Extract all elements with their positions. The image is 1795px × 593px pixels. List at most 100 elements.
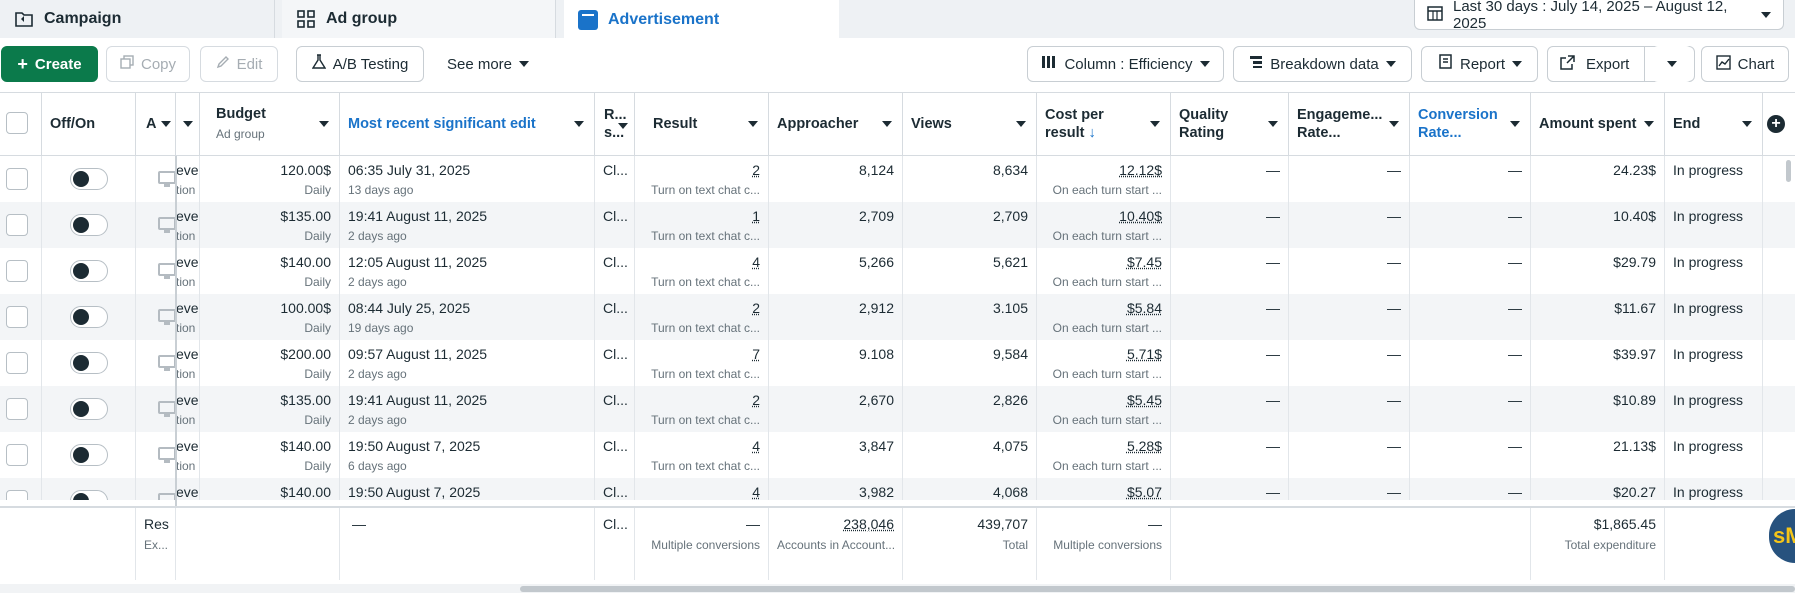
create-button[interactable]: + Create [1,46,98,82]
header-end[interactable]: End [1665,93,1763,155]
cell-result-value[interactable]: 4 [752,484,760,500]
ad-preview-icon[interactable] [158,447,176,460]
vertical-scrollbar[interactable] [1786,160,1791,182]
header-views[interactable]: Views [903,93,1037,155]
table-row[interactable]: evel $140.00 19:50 August 7, 2025 Cl... 4 3,9… [0,478,1795,500]
ab-testing-button[interactable]: A/B Testing [296,46,424,82]
cell-cost-value[interactable]: $5.45 [1127,392,1162,408]
header-level[interactable] [176,93,200,155]
cell-engagement-value: — [1387,438,1401,454]
tab-ad-group[interactable]: Ad group [282,0,556,38]
table-row[interactable]: evel tion $200.00 Daily 09:57 August 11, 202… [0,340,1795,386]
sort-desc-icon: ↓ [1089,125,1096,141]
chart-button[interactable]: Chart [1701,46,1789,82]
ad-preview-icon[interactable] [158,355,176,368]
table-row[interactable]: evel tion $135.00 Daily 19:41 August 11, 202… [0,202,1795,248]
header-engagement[interactable]: Engageme... Rate... [1289,93,1410,155]
copy-button[interactable]: Copy [106,46,190,82]
ad-on-off-toggle[interactable] [70,398,108,420]
cell-quality: — [1171,248,1289,294]
grid-icon [296,9,316,29]
cell-approacher-value: 3,982 [859,484,894,500]
cell-conversion-value: — [1508,484,1522,500]
header-result[interactable]: Result [635,93,769,155]
horizontal-scroll-thumb[interactable] [520,586,1795,592]
ad-preview-icon[interactable] [158,171,176,184]
cell-cost-value[interactable]: $5.84 [1127,300,1162,316]
cell-result-value[interactable]: 1 [752,208,760,224]
row-checkbox[interactable] [6,490,28,500]
cell-cost-value[interactable]: $5.07 [1127,484,1162,500]
cell-cost-value[interactable]: 5.71$ [1127,346,1162,362]
tab-campaign[interactable]: Campaign [0,0,275,38]
ad-preview-icon[interactable] [158,493,176,500]
row-checkbox[interactable] [6,260,28,282]
table-row[interactable]: evel tion $140.00 Daily 19:50 August 7, 2025… [0,432,1795,478]
header-approacher[interactable]: Approacher [769,93,903,155]
ad-on-off-toggle[interactable] [70,214,108,236]
horizontal-scrollbar[interactable] [0,584,1795,593]
flask-icon [312,54,326,74]
ad-on-off-toggle[interactable] [70,490,108,500]
cell-result-value[interactable]: 2 [752,300,760,316]
cell-budget: $200.00 Daily [200,340,340,386]
ad-preview-icon[interactable] [158,217,176,230]
cell-result-value[interactable]: 2 [752,162,760,178]
table-row[interactable]: evel tion $140.00 Daily 12:05 August 11, 202… [0,248,1795,294]
cell-amount-value: $11.67 [1614,300,1656,316]
breakdown-button[interactable]: Breakdown data [1233,46,1412,82]
header-a[interactable]: A [136,93,176,155]
export-dropdown-button[interactable] [1652,46,1692,82]
header-budget[interactable]: Budget Ad group [200,93,340,155]
ad-on-off-toggle[interactable] [70,352,108,374]
row-checkbox[interactable] [6,398,28,420]
row-checkbox[interactable] [6,168,28,190]
row-checkbox[interactable] [6,444,28,466]
report-button[interactable]: Report [1421,46,1538,82]
cell-cost-value[interactable]: $7.45 [1127,254,1162,270]
cell-edit_time: 06:35 July 31, 2025 13 days ago [340,156,595,202]
table-row[interactable]: evel tion $135.00 Daily 19:41 August 11, 202… [0,386,1795,432]
ad-preview-icon[interactable] [158,309,176,322]
cell-cost-value[interactable]: 12.12$ [1119,162,1162,178]
ad-on-off-toggle[interactable] [70,444,108,466]
ad-on-off-toggle[interactable] [70,260,108,282]
cell-result-value[interactable]: 4 [752,254,760,270]
header-conversion[interactable]: Conversion Rate... [1410,93,1531,155]
row-checkbox[interactable] [6,214,28,236]
header-recent-edit[interactable]: Most recent significant edit [340,93,595,155]
edit-button[interactable]: Edit [200,46,278,82]
cell-lvl2: tion [176,229,199,243]
cell-result-value[interactable]: 2 [752,392,760,408]
select-all-checkbox[interactable] [6,112,28,134]
table-row[interactable]: evel tion 120.00$ Daily 06:35 July 31, 2025 1… [0,156,1795,202]
date-range-picker[interactable]: Last 30 days : July 14, 2025 – August 12… [1414,0,1784,30]
cell-cost-value[interactable]: 10.40$ [1119,208,1162,224]
ad-preview-icon[interactable] [158,401,176,414]
tab-advertisement[interactable]: Advertisement [564,0,839,40]
header-select-all[interactable] [0,93,42,155]
row-toggle-cell [42,248,136,294]
footer-amount-sub: Total expenditure [1539,538,1656,552]
row-select-cell [0,202,42,248]
column-selector[interactable]: Column : Efficiency [1027,46,1224,82]
row-checkbox[interactable] [6,352,28,374]
ad-on-off-toggle[interactable] [70,306,108,328]
ad-on-off-toggle[interactable] [70,168,108,190]
row-checkbox[interactable] [6,306,28,328]
header-quality[interactable]: Quality Rating [1171,93,1289,155]
cell-lvl2: tion [176,183,199,197]
header-cost-per-result[interactable]: Cost per result ↓ [1037,93,1171,155]
table-row[interactable]: evel tion 100.00$ Daily 08:44 July 25, 2025 1… [0,294,1795,340]
add-column-icon[interactable]: + [1767,115,1785,133]
ad-preview-icon[interactable] [158,263,176,276]
header-rs[interactable]: R... s... [595,93,635,155]
cell-result-value[interactable]: 7 [752,346,760,362]
row-preview-cell [136,386,176,432]
header-amount-spent[interactable]: Amount spent [1531,93,1665,155]
cell-cost-value[interactable]: 5.28$ [1127,438,1162,454]
cell-result-value[interactable]: 4 [752,438,760,454]
see-more-button[interactable]: See more [436,46,540,82]
cell-rs-value: Cl... [603,300,628,316]
footer-approacher-value[interactable]: 238,046 [843,516,894,532]
